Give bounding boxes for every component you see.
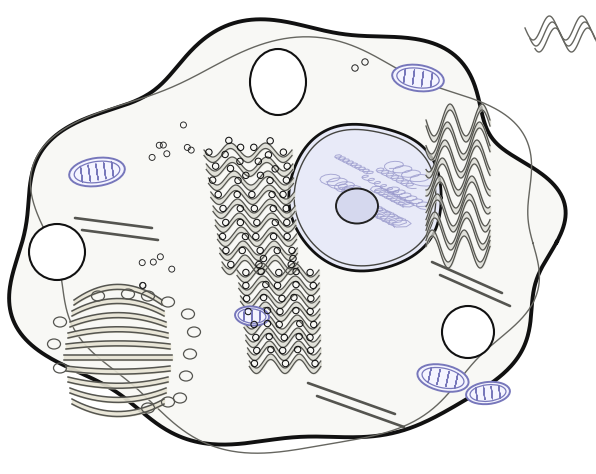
Ellipse shape	[69, 157, 125, 186]
Ellipse shape	[29, 224, 85, 280]
Ellipse shape	[235, 306, 269, 326]
Ellipse shape	[417, 364, 468, 392]
Ellipse shape	[336, 189, 378, 224]
Ellipse shape	[466, 382, 510, 404]
Ellipse shape	[442, 306, 494, 358]
Ellipse shape	[250, 49, 306, 115]
Ellipse shape	[392, 64, 444, 91]
Polygon shape	[289, 124, 441, 271]
Polygon shape	[9, 19, 566, 445]
